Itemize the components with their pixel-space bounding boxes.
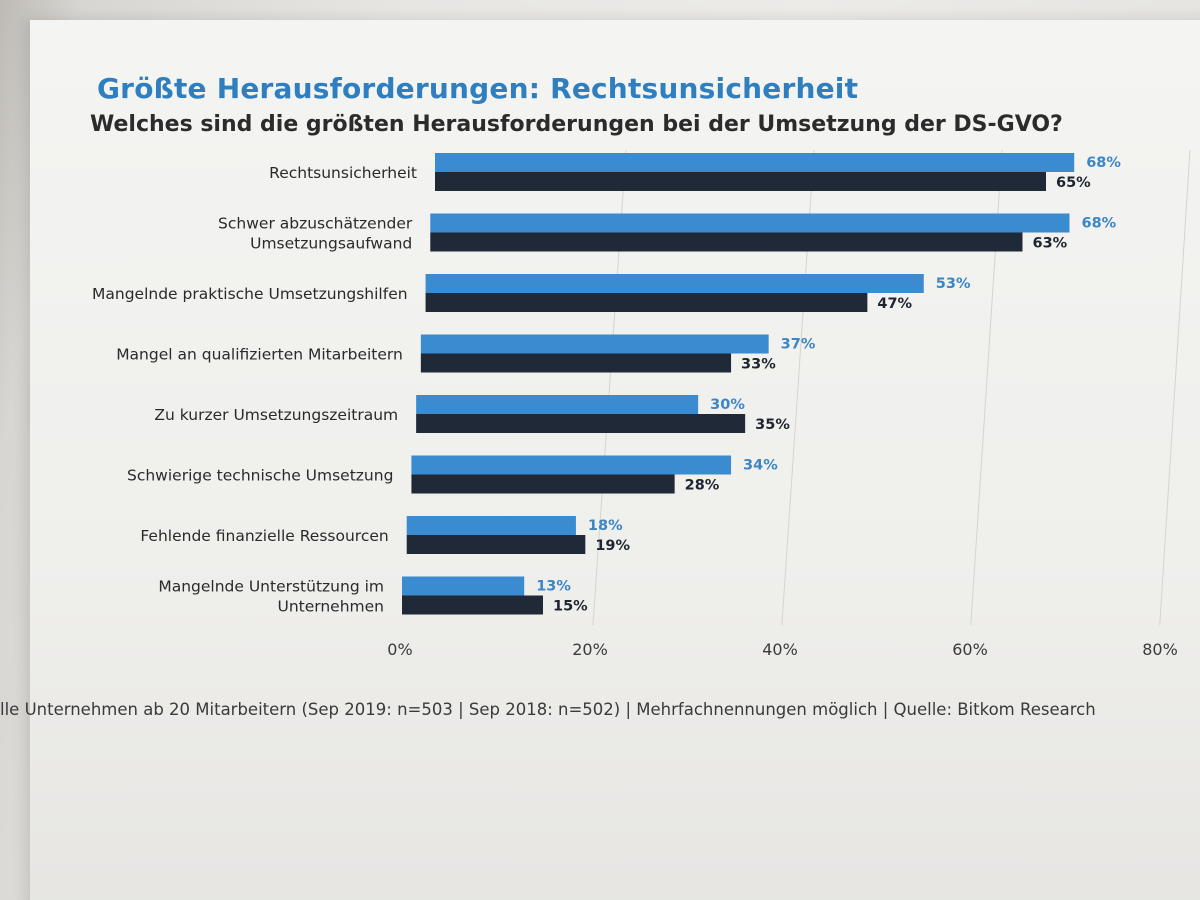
bar [402, 576, 525, 596]
bar [430, 232, 1023, 252]
x-tick-label: 20% [572, 640, 608, 659]
x-tick-label: 40% [762, 640, 798, 659]
category-label: Mangel an qualifizierten Mitarbeitern [116, 346, 403, 364]
gridline [1159, 149, 1191, 626]
category-label: Zu kurzer Umsetzungszeitraum [154, 406, 398, 424]
bar [406, 535, 586, 554]
data-label: 63% [1032, 236, 1067, 252]
category-label: Rechtsunsicherheit [269, 164, 417, 182]
bar [416, 395, 699, 414]
data-label: 37% [781, 337, 816, 353]
source-note: lle Unternehmen ab 20 Mitarbeitern (Sep … [0, 700, 1096, 719]
data-label: 68% [1086, 155, 1121, 171]
x-tick-label: 80% [1142, 640, 1178, 659]
bar [430, 213, 1070, 233]
category-label: Mangelnde Unterstützung im [158, 578, 384, 596]
category-label: Schwer abzuschätzender [218, 215, 413, 233]
bar [435, 172, 1046, 191]
data-label: 18% [588, 518, 623, 534]
bar [406, 516, 576, 535]
bar [425, 274, 924, 293]
chart-title: Größte Herausforderungen: Rechtsunsicher… [97, 72, 859, 105]
data-label: 33% [741, 357, 776, 373]
data-label: 30% [710, 397, 745, 413]
bar [416, 414, 746, 433]
data-label: 13% [536, 579, 571, 595]
data-label: 68% [1081, 216, 1116, 232]
data-label: 35% [755, 417, 790, 433]
bar [435, 153, 1075, 172]
bar [411, 474, 675, 494]
category-label: Mangelnde praktische Umsetzungshilfen [92, 285, 408, 303]
bar [420, 334, 769, 354]
data-label: 19% [595, 538, 630, 554]
chart-subtitle: Welches sind die größten Herausforderung… [90, 112, 1063, 137]
x-tick-label: 60% [952, 640, 988, 659]
data-label: 15% [553, 599, 588, 615]
category-label: Fehlende finanzielle Ressourcen [140, 527, 388, 545]
bar [420, 353, 732, 373]
data-label: 28% [685, 478, 720, 494]
bar [402, 595, 543, 615]
category-label: Schwierige technische Umsetzung [127, 467, 393, 485]
bar [425, 293, 868, 312]
category-label: Unternehmen [277, 598, 384, 616]
x-tick-label: 0% [387, 640, 412, 659]
data-label: 53% [936, 276, 971, 292]
bar [411, 455, 732, 475]
data-label: 47% [877, 296, 912, 312]
category-label: Umsetzungsaufwand [250, 235, 412, 253]
data-label: 65% [1056, 175, 1091, 191]
data-label: 34% [743, 458, 778, 474]
